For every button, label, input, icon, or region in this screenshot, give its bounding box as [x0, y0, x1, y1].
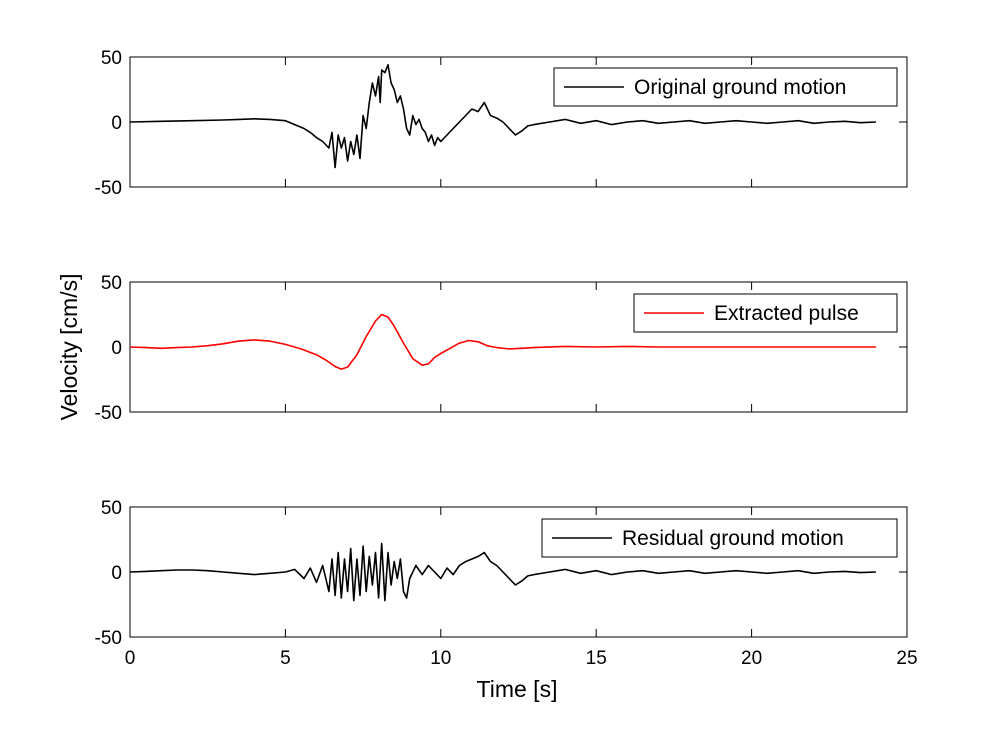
x-tick-label: 5: [280, 648, 291, 669]
y-tick-label: -50: [95, 178, 122, 199]
chart-panel-1: -50 0 50 Original ground motion: [95, 48, 908, 199]
y-tick-label: 50: [101, 273, 122, 294]
y-axis-title: Velocity [cm/s]: [56, 274, 82, 421]
legend-label: Original ground motion: [634, 76, 846, 99]
y-tick-label: 0: [111, 338, 122, 359]
legend: Residual ground motion: [541, 518, 898, 558]
legend: Extracted pulse: [633, 293, 898, 333]
chart-panel-2: -50 0 50 Extracted pulse: [95, 273, 908, 424]
x-tick-label: 20: [741, 648, 762, 669]
x-tick-label: 25: [896, 648, 917, 669]
x-tick-label: 0: [125, 648, 136, 669]
y-tick-label: 0: [111, 113, 122, 134]
x-tick-label: 15: [586, 648, 607, 669]
y-tick-label: 0: [111, 563, 122, 584]
y-tick-label: 50: [101, 498, 122, 519]
series-line: [129, 542, 876, 602]
y-tick-label: -50: [95, 403, 122, 424]
series-line: [129, 64, 876, 169]
x-axis-title: Time [s]: [477, 676, 558, 702]
y-tick-label: -50: [95, 628, 122, 649]
legend-label: Residual ground motion: [622, 527, 844, 550]
legend: Original ground motion: [553, 67, 898, 107]
x-tick-label: 10: [430, 648, 451, 669]
legend-label: Extracted pulse: [714, 302, 859, 325]
y-tick-label: 50: [101, 48, 122, 69]
series-line: [129, 313, 876, 370]
